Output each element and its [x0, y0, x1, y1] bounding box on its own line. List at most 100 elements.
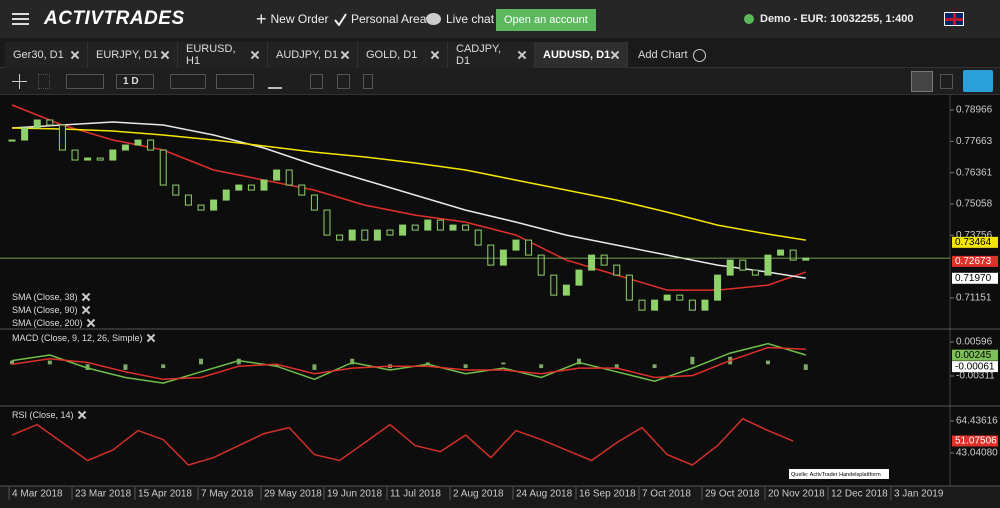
histogram-bar: [765, 360, 770, 365]
candle: [651, 299, 659, 311]
close-tab[interactable]: [341, 51, 349, 59]
tab-label: Ger30, D1: [13, 49, 64, 61]
language[interactable]: [944, 0, 964, 38]
menu[interactable]: [12, 0, 29, 38]
timeframe[interactable]: 1 D: [116, 74, 154, 89]
value-badge: [952, 236, 998, 248]
close-tab[interactable]: [611, 51, 619, 59]
candle: [323, 209, 331, 236]
rsi-line: [11, 417, 794, 466]
close-tab[interactable]: [431, 51, 439, 59]
histogram-bar: [350, 358, 355, 365]
candle: [71, 149, 79, 161]
tool[interactable]: [310, 74, 323, 89]
new-order[interactable]: + New Order: [256, 8, 329, 29]
candle: [273, 169, 281, 181]
legend-item: SMA (Close, 38): [12, 292, 90, 302]
histogram-bar: [161, 364, 166, 369]
candle: [298, 184, 306, 196]
delete-tool[interactable]: [363, 74, 373, 89]
tool[interactable]: [337, 74, 350, 89]
logo[interactable]: ACTIVTRADES: [44, 8, 185, 29]
pane-title: RSI (Close, 14): [12, 410, 74, 420]
add-chart[interactable]: Add Chart: [630, 42, 706, 68]
live-chat[interactable]: Live chat: [426, 0, 494, 38]
tab-label: GOLD, D1: [366, 49, 418, 61]
y-tick-label: 0.71151: [956, 293, 992, 304]
macd-line: [11, 342, 807, 384]
candle: [197, 204, 205, 211]
header: ACTIVTRADES + New Order Personal Area Liv…: [0, 0, 1000, 38]
remove-indicator[interactable]: [82, 306, 90, 314]
chart-background: [0, 95, 1000, 508]
cloud[interactable]: [963, 70, 993, 92]
candle: [147, 139, 155, 151]
tab-label: AUDJPY, D1: [276, 49, 339, 61]
remove-indicator[interactable]: [82, 293, 90, 301]
close-tab[interactable]: [251, 51, 259, 59]
grid-tool[interactable]: [38, 74, 50, 89]
histogram-bar: [576, 358, 581, 365]
tab-label: AUDUSD, D1: [543, 49, 611, 61]
live-chat-label: Live chat: [446, 12, 495, 26]
tab[interactable]: GOLD, D1: [358, 42, 448, 68]
candle: [739, 259, 747, 271]
crosshair-tool[interactable]: [12, 74, 28, 89]
personal-area[interactable]: Personal Area: [334, 0, 426, 38]
candle: [33, 119, 41, 129]
moving-average: [11, 104, 807, 291]
tab-label: EURJPY, D1: [96, 49, 159, 61]
candle: [562, 284, 570, 296]
histogram-bar: [236, 358, 241, 365]
x-tick-label: 7 Oct 2018: [642, 489, 691, 500]
candle: [462, 224, 470, 231]
tab[interactable]: AUDUSD, D1: [535, 42, 628, 68]
value-badge: [952, 435, 998, 447]
value-badge-label: 51.07506: [955, 436, 997, 447]
close-tab[interactable]: [518, 51, 526, 59]
grid-layout[interactable]: [940, 74, 953, 89]
single-layout[interactable]: [911, 71, 933, 92]
candle: [235, 184, 243, 191]
moving-average: [11, 127, 806, 241]
add-indicator[interactable]: [170, 74, 206, 89]
fib-tool[interactable]: [268, 74, 282, 89]
histogram-bar: [10, 360, 15, 365]
candle: [726, 259, 734, 276]
remove-indicator[interactable]: [78, 411, 86, 419]
close-tab[interactable]: [71, 51, 79, 59]
candle: [386, 229, 394, 236]
tab[interactable]: AUDJPY, D1: [268, 42, 358, 68]
signal-line: [11, 346, 806, 381]
account[interactable]: Demo - EUR: 10032255, 1:400: [744, 0, 913, 38]
histogram-bar: [539, 364, 544, 369]
x-tick-label: 12 Dec 2018: [831, 489, 888, 500]
close-tab[interactable]: [161, 51, 169, 59]
tab[interactable]: EURUSD, H1: [178, 42, 268, 68]
candle: [764, 254, 772, 276]
candle: [600, 254, 608, 266]
remove-indicator[interactable]: [147, 334, 155, 342]
candle: [550, 274, 558, 296]
draw-tool[interactable]: [216, 74, 254, 89]
remove-indicator[interactable]: [87, 319, 95, 327]
candle: [21, 127, 29, 141]
candle: [172, 184, 180, 196]
source: Quelle: ActivTrader Handelsplattform: [791, 472, 881, 478]
tab[interactable]: EURJPY, D1: [88, 42, 178, 68]
y-tick-label: 0.73756: [956, 230, 993, 241]
candle: [625, 274, 633, 301]
tab-label: EURUSD, H1: [186, 43, 236, 67]
value-badge-label: 0.71970: [955, 273, 992, 284]
open-account-button[interactable]: Open an account: [496, 9, 596, 31]
tab[interactable]: Ger30, D1: [5, 42, 88, 68]
candle: [512, 239, 520, 251]
x-tick-label: 11 Jul 2018: [390, 489, 441, 500]
legend-label: SMA (Close, 200): [12, 318, 83, 328]
candle: [487, 244, 495, 266]
histogram-bar: [123, 364, 128, 370]
tab[interactable]: CADJPY, D1: [448, 42, 535, 68]
chart-type[interactable]: [66, 74, 104, 89]
